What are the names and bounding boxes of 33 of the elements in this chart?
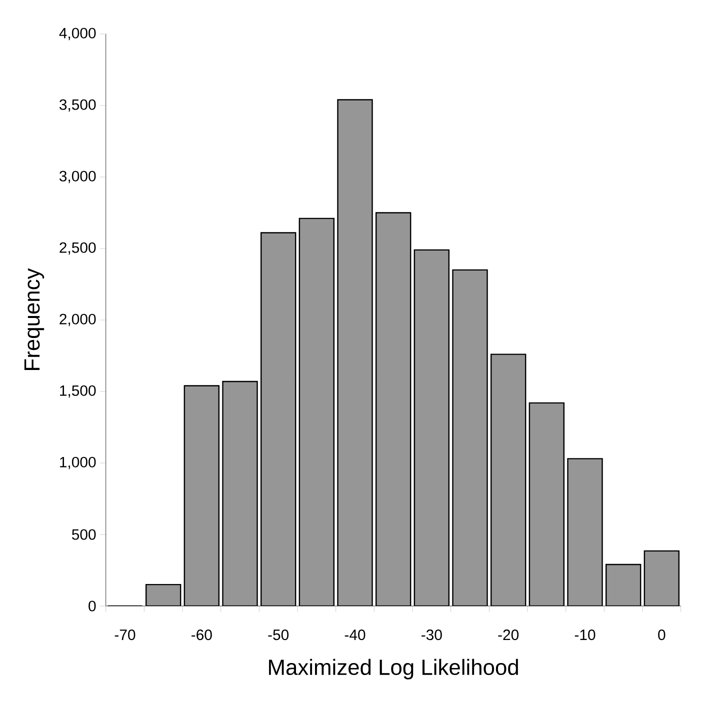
- bar: [145, 584, 182, 606]
- bar: [222, 380, 258, 606]
- y-tick-label: 1,500: [60, 385, 96, 398]
- x-tick-label: -60: [192, 630, 212, 640]
- y-axis-title: Frequency: [24, 268, 44, 370]
- y-tick-label: 500: [72, 529, 96, 540]
- y-tick-label: 2,000: [60, 314, 96, 326]
- bar: [644, 550, 680, 606]
- bar: [606, 564, 642, 606]
- x-tick-label: 0: [658, 630, 666, 640]
- x-tick-label: -40: [344, 630, 366, 640]
- y-tick-label: 2,500: [60, 242, 96, 255]
- x-tick-label: -30: [422, 630, 442, 640]
- bar: [260, 232, 296, 606]
- bar: [414, 249, 450, 606]
- bar: [298, 218, 335, 606]
- x-axis-title: Maximized Log Likelihood: [269, 658, 518, 680]
- bar: [490, 354, 526, 606]
- x-tick-label: -20: [498, 630, 519, 640]
- bar: [337, 99, 373, 606]
- y-tick-label: 1,000: [60, 456, 96, 470]
- x-tick-label: -10: [574, 630, 596, 640]
- x-tick-label: -70: [114, 630, 136, 640]
- bar: [528, 402, 565, 606]
- y-tick-label: 3,000: [59, 170, 96, 184]
- x-tick-label: -50: [268, 630, 289, 640]
- bar: [375, 212, 412, 606]
- bar: [567, 458, 603, 606]
- bar: [452, 269, 488, 606]
- y-tick-label: 0: [88, 600, 96, 612]
- bar: [184, 385, 220, 606]
- y-tick-label: 4,000: [59, 28, 96, 40]
- y-tick-label: 3,500: [59, 99, 96, 112]
